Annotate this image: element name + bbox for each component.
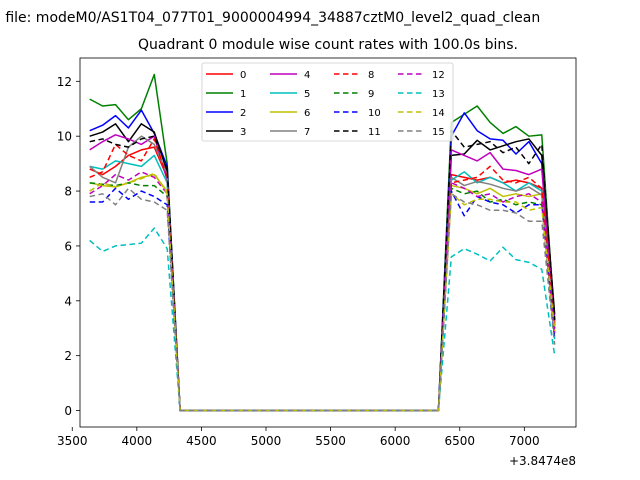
y-tick-label: 6 <box>64 239 72 253</box>
legend-label-3: 3 <box>240 127 246 138</box>
x-offset-label: +3.8474e8 <box>509 454 576 468</box>
figure-suptitle: n file: modeM0/AS1T04_077T01_9000004994_… <box>0 10 540 26</box>
legend-label-10: 10 <box>368 108 381 119</box>
legend-label-5: 5 <box>304 89 310 100</box>
legend-label-1: 1 <box>240 89 246 100</box>
x-tick-label: 4000 <box>122 434 153 448</box>
x-tick-label: 5500 <box>315 434 346 448</box>
y-tick-label: 12 <box>57 75 72 89</box>
legend-label-14: 14 <box>432 108 445 119</box>
x-tick-label: 4500 <box>186 434 217 448</box>
y-tick-label: 10 <box>57 130 72 144</box>
y-tick-label: 2 <box>64 349 72 363</box>
x-tick-label: 7000 <box>509 434 540 448</box>
legend-label-15: 15 <box>432 127 445 138</box>
legend-label-11: 11 <box>368 127 381 138</box>
y-tick-label: 4 <box>64 294 72 308</box>
legend-label-8: 8 <box>368 70 374 81</box>
series-line-14 <box>89 172 556 412</box>
x-tick-label: 6500 <box>444 434 475 448</box>
y-tick-label: 0 <box>64 404 72 418</box>
x-tick-label: 3500 <box>57 434 88 448</box>
series-line-15 <box>89 187 556 412</box>
legend-label-13: 13 <box>432 89 445 100</box>
axes-frame <box>79 57 577 428</box>
legend-label-2: 2 <box>240 108 246 119</box>
x-tick-label: 5000 <box>251 434 282 448</box>
legend-label-6: 6 <box>304 108 310 119</box>
y-tick-label: 8 <box>64 185 72 199</box>
legend-label-12: 12 <box>432 70 445 81</box>
legend-label-7: 7 <box>304 127 310 138</box>
legend-label-0: 0 <box>240 70 246 81</box>
chart-title: Quadrant 0 module wise count rates with … <box>138 37 518 53</box>
x-tick-label: 6000 <box>380 434 411 448</box>
legend-box <box>201 62 454 142</box>
legend-label-9: 9 <box>368 89 374 100</box>
series-line-12 <box>89 171 556 412</box>
legend-label-4: 4 <box>304 70 310 81</box>
plot-area: 3500 4000 4500 5000 5500 6000 6500 700002468101… <box>57 57 577 448</box>
